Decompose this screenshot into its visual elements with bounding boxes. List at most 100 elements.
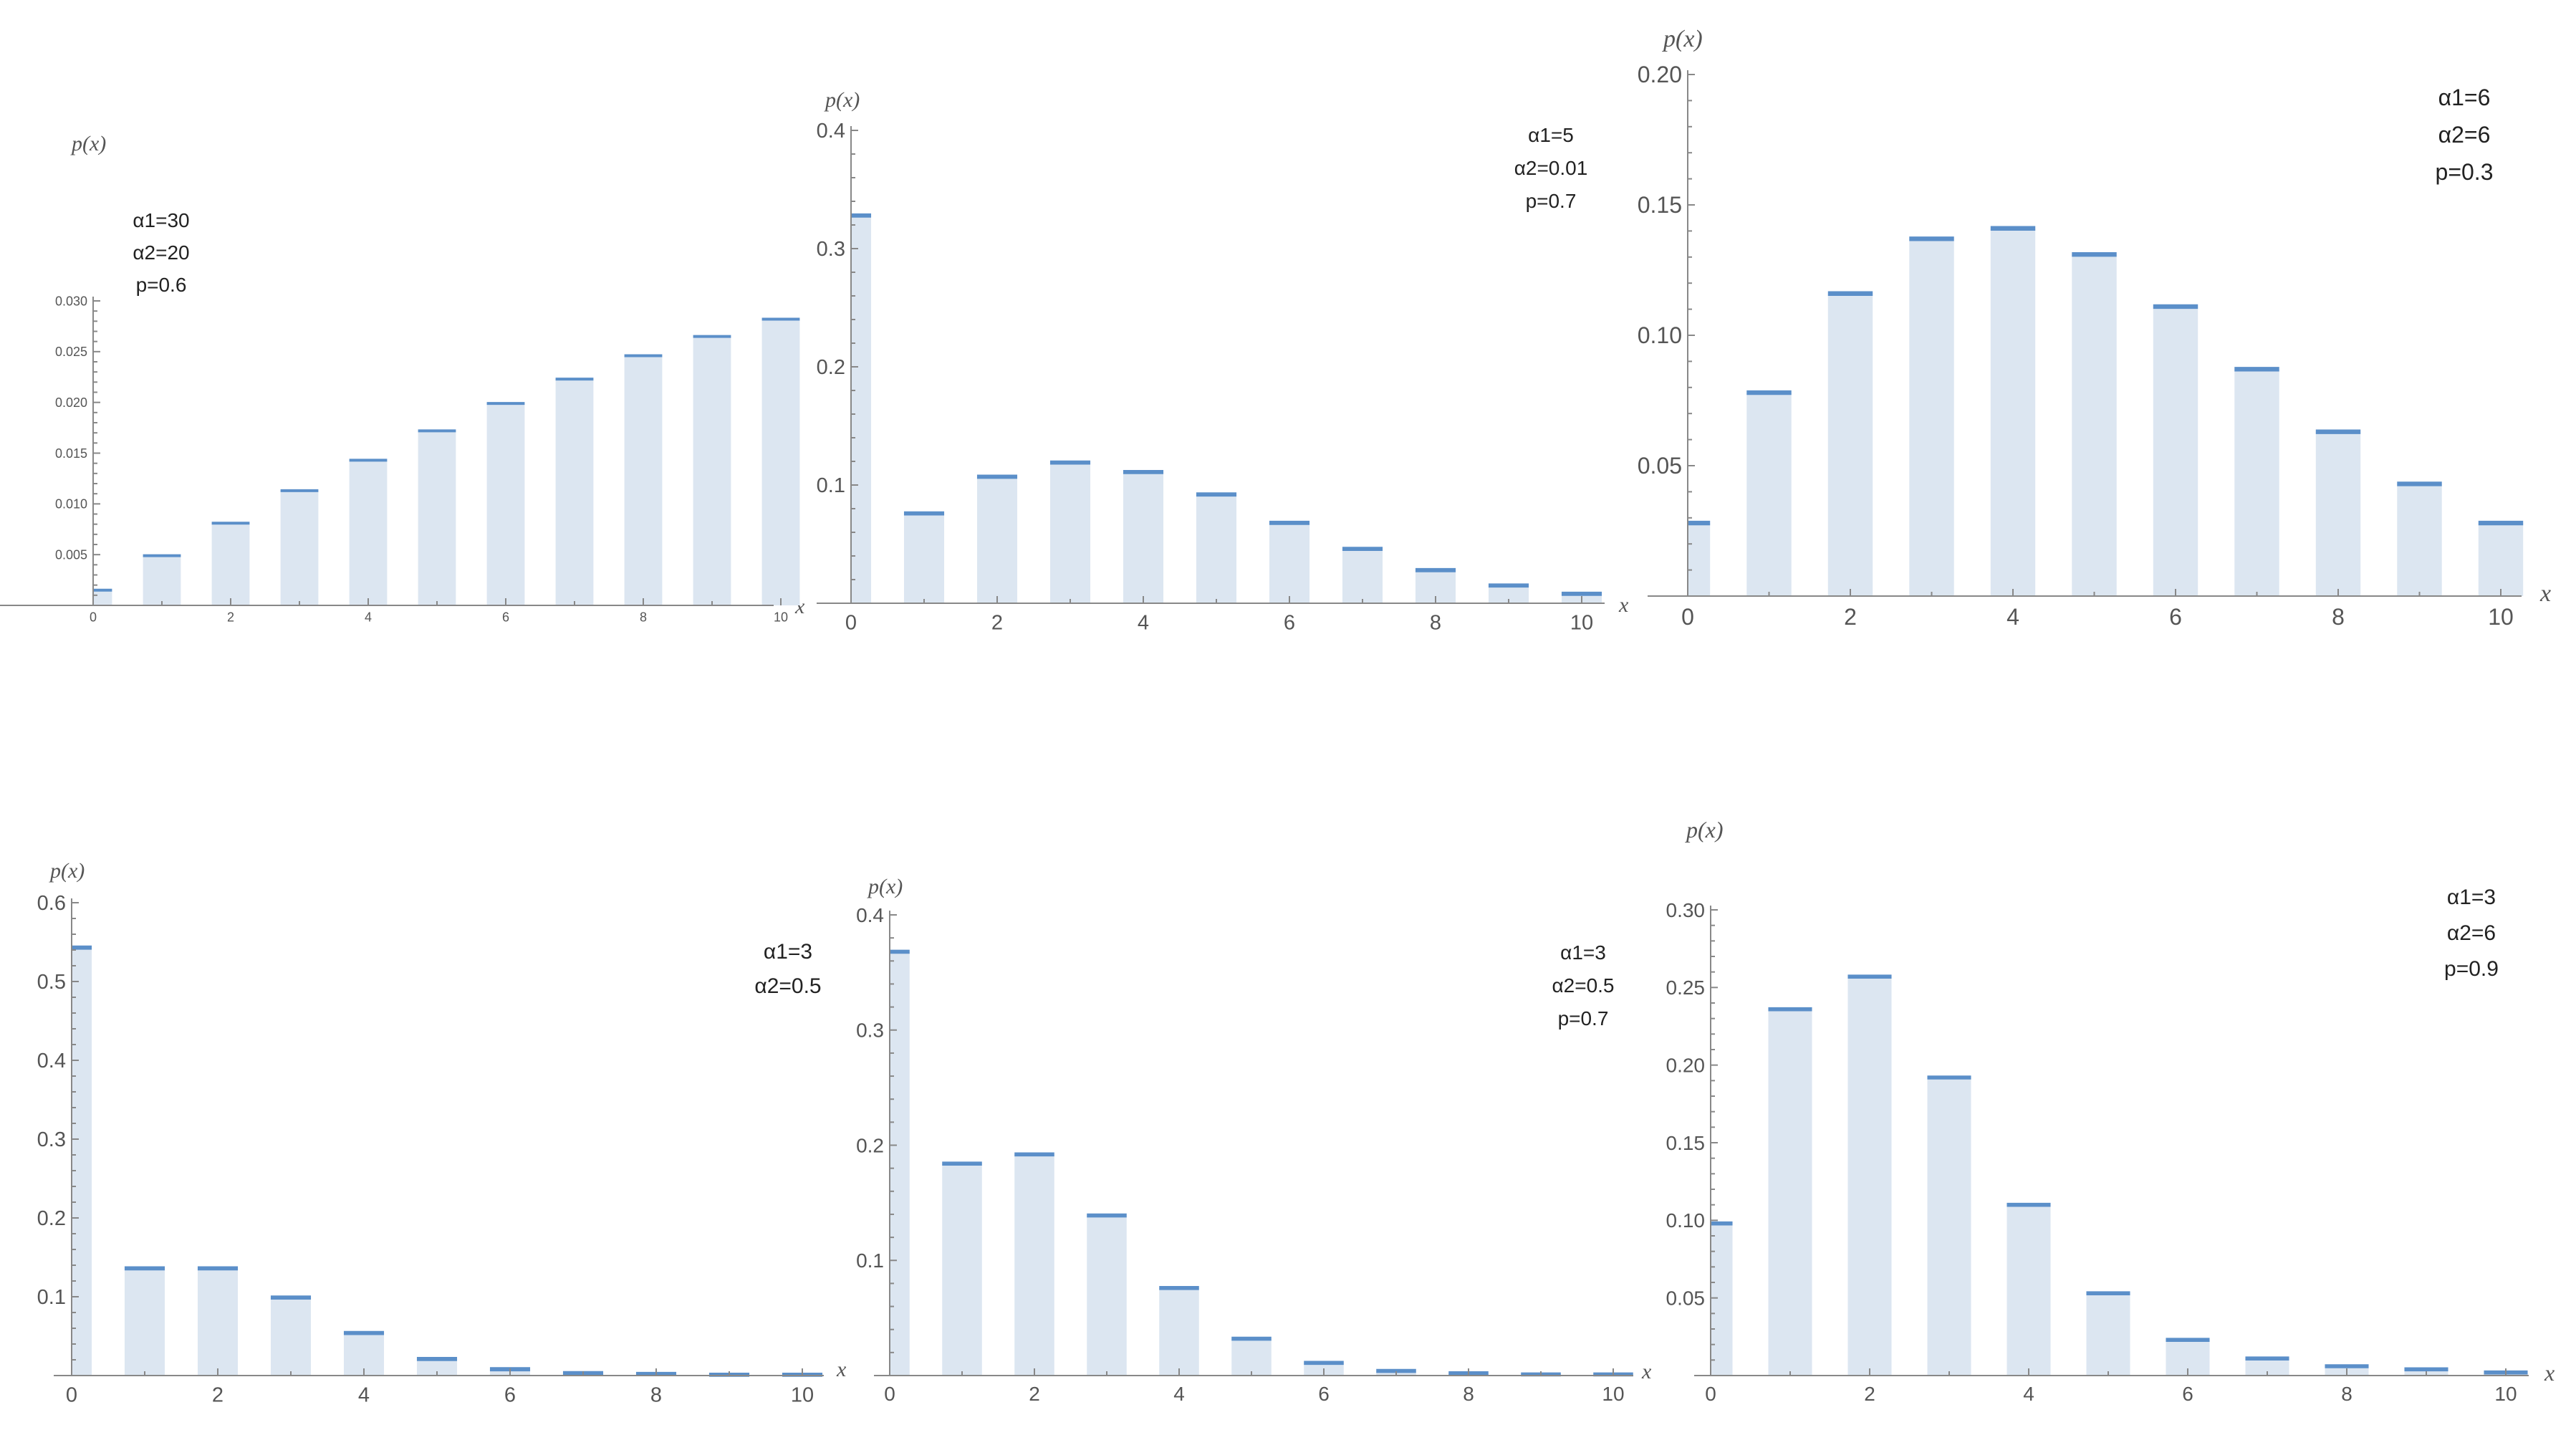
bar [1342,549,1383,603]
bar [1688,523,1711,596]
param-alpha2: α2=6 [2438,122,2491,148]
x-tick-label: 8 [650,1383,662,1406]
x-axis-label: x [2544,1360,2555,1386]
x-tick-label: 2 [227,610,234,625]
x-tick-label: 4 [365,610,372,625]
y-tick-label: 0.15 [1638,192,1682,218]
x-tick-label: 6 [2182,1383,2193,1405]
bar [143,555,181,605]
bar-chart-3: 0 2 4 6 8 10 0.05 0.10 0.15 0.20 [1638,62,2524,630]
x-tick-label: 6 [504,1383,516,1406]
x-tick-label: 4 [2007,604,2019,630]
bar-chart-5: 0 2 4 6 8 10 0.1 0.2 0.3 0.4 [856,904,1633,1405]
x-tick-label: 0 [1681,604,1694,630]
y-tick-label: 0.05 [1666,1287,1706,1309]
bar [416,1358,458,1376]
param-alpha2: α2=6 [2446,921,2496,945]
bar [1768,1009,1812,1376]
bar [2153,306,2198,596]
y-tick-label: 0.20 [1638,62,1682,87]
param-p: p=0.3 [2435,159,2494,185]
parameter-annotation: α1=5 α2=0.01 p=0.7 [1504,119,1597,218]
param-alpha1: α1=5 [1528,124,1574,146]
y-tick-label: 0.20 [1666,1054,1706,1076]
parameter-annotation: α1=3 α2=0.5 p=0.7 [1540,936,1626,1035]
param-alpha2: α2=0.01 [1514,157,1588,179]
x-tick-label: 6 [2169,604,2182,630]
bar [942,1163,982,1376]
bar [693,336,731,605]
chart-panel-5: p(x) x α1=3 α2=0.5 p=0.7 0 2 4 6 8 10 0.1 0.2 0.… [845,870,1669,1408]
parameter-annotation: α1=30 α2=20 p=0.6 [122,204,201,301]
bar [72,947,92,1376]
bar [1196,494,1237,603]
bar [555,379,594,605]
parameter-annotation: α1=3 α2=0.5 [741,935,835,1004]
bar [890,951,910,1376]
bar [761,319,800,605]
bar [349,460,388,605]
bar [851,215,872,603]
bar-chart-4: 0 2 4 6 8 10 0.1 0.2 0.3 0.4 0.5 0.6 [37,892,824,1406]
y-tick-label: 0.5 [37,971,66,994]
y-axis-label: p(x) [50,859,85,883]
y-tick-label: 0.3 [37,1128,66,1151]
bar [93,590,112,605]
bar [280,490,319,605]
y-tick-label: 0.030 [55,294,87,308]
y-tick-label: 0.10 [1666,1209,1706,1232]
bar [1746,393,1792,596]
bar [1014,1154,1054,1376]
x-tick-label: 4 [1173,1383,1185,1405]
bar-chart-6: 0 2 4 6 8 10 0.05 0.10 0.15 0.20 0.25 0.30 [1666,899,2529,1405]
y-tick-label: 0.1 [37,1286,66,1309]
x-axis-label: x [1619,593,1629,617]
y-tick-label: 0.2 [817,356,845,379]
chart-panel-2: p(x) x α1=5 α2=0.01 p=0.7 0 2 4 6 8 10 0.1 0.2 0… [817,86,1648,645]
x-tick-label: 4 [1138,611,1149,634]
parameter-annotation: α1=6 α2=6 p=0.3 [2421,79,2507,191]
y-tick-label: 0.25 [1666,976,1706,999]
chart-panel-4: p(x) x α1=3 α2=0.5 0 2 4 6 8 10 0.1 0.2 0.3 0.4 0.… [0,856,847,1408]
bar [624,355,663,605]
bar [1927,1078,1971,1376]
bar [2072,254,2117,596]
x-tick-label: 0 [884,1383,895,1405]
y-tick-label: 0.1 [817,474,845,497]
chart-panel-3: p(x) x α1=6 α2=6 p=0.3 0 2 4 6 8 10 0.05 0.10 0.… [1638,21,2576,638]
chart-panel-6: p(x) x α1=3 α2=6 p=0.9 0 2 4 6 8 10 0.05 0.10 0.… [1666,817,2576,1408]
bar-chart-2: 0 2 4 6 8 10 0.1 0.2 0.3 0.4 [817,120,1605,634]
param-alpha1: α1=6 [2438,85,2491,110]
x-tick-label: 10 [791,1383,814,1406]
bar [2478,523,2524,596]
x-tick-label: 0 [1705,1383,1716,1405]
y-tick-label: 0.3 [856,1019,884,1042]
param-p: p=0.7 [1557,1007,1609,1030]
param-alpha1: α1=3 [763,940,813,964]
y-tick-label: 0.005 [55,547,87,562]
bar [1827,293,1873,596]
x-tick-label: 2 [1864,1383,1875,1405]
bar [1049,462,1091,603]
x-tick-label: 6 [502,610,509,625]
y-tick-label: 0.15 [1666,1132,1706,1154]
param-p: p=0.9 [2444,957,2499,981]
bar [211,523,250,605]
param-alpha1: α1=3 [2446,886,2496,909]
bar [197,1268,239,1376]
y-tick-label: 0.3 [817,238,845,261]
param-p: p=0.6 [135,274,187,296]
bar [2086,1293,2130,1376]
y-tick-label: 0.4 [37,1050,66,1072]
y-axis-label: p(x) [1663,26,1703,52]
y-tick-label: 0.2 [37,1207,66,1230]
parameter-annotation: α1=3 α2=6 p=0.9 [2428,880,2514,987]
x-axis-label: x [837,1358,847,1381]
bar [2234,369,2279,596]
bar [1087,1215,1127,1376]
param-alpha2: α2=0.5 [1552,974,1615,997]
param-alpha1: α1=3 [1560,941,1606,964]
y-tick-label: 0.4 [817,120,845,143]
bar [1123,471,1164,603]
y-tick-label: 0.1 [856,1249,884,1272]
